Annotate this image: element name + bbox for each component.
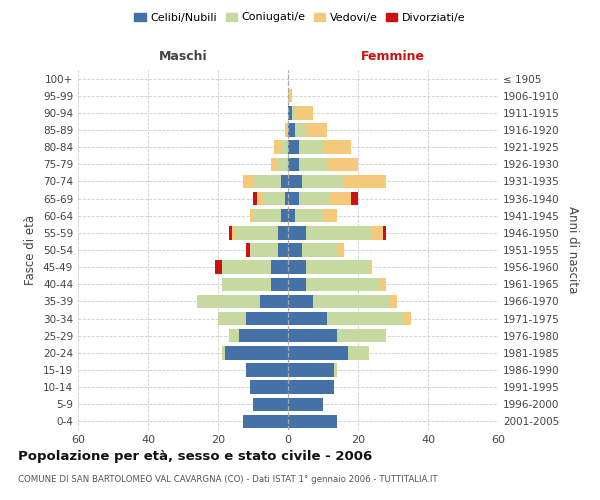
Bar bbox=[271, 260, 288, 274]
Bar bbox=[288, 260, 305, 274]
Bar bbox=[323, 209, 337, 222]
Bar bbox=[277, 244, 288, 256]
Bar bbox=[250, 209, 253, 222]
Bar bbox=[404, 312, 410, 326]
Bar bbox=[288, 244, 302, 256]
Bar bbox=[229, 329, 239, 342]
Bar bbox=[281, 209, 288, 222]
Bar bbox=[288, 124, 295, 136]
Bar bbox=[281, 174, 288, 188]
Bar bbox=[368, 260, 372, 274]
Bar bbox=[253, 174, 281, 188]
Bar bbox=[288, 192, 299, 205]
Text: Femmine: Femmine bbox=[361, 50, 425, 63]
Bar bbox=[288, 174, 302, 188]
Bar bbox=[271, 158, 277, 171]
Text: COMUNE DI SAN BARTOLOMEO VAL CAVARGNA (CO) - Dati ISTAT 1° gennaio 2006 - TUTTIT: COMUNE DI SAN BARTOLOMEO VAL CAVARGNA (C… bbox=[18, 475, 437, 484]
Legend: Celibi/Nubili, Coniugati/e, Vedovi/e, Divorziati/e: Celibi/Nubili, Coniugati/e, Vedovi/e, Di… bbox=[130, 8, 470, 27]
Bar bbox=[239, 329, 288, 342]
Bar bbox=[288, 106, 292, 120]
Bar bbox=[221, 260, 271, 274]
Bar bbox=[288, 140, 299, 154]
Y-axis label: Anni di nascita: Anni di nascita bbox=[566, 206, 579, 294]
Bar bbox=[242, 174, 253, 188]
Bar bbox=[337, 329, 386, 342]
Bar bbox=[250, 380, 288, 394]
Bar bbox=[260, 294, 288, 308]
Bar bbox=[305, 226, 372, 239]
Bar bbox=[257, 192, 263, 205]
Text: Maschi: Maschi bbox=[158, 50, 208, 63]
Bar bbox=[284, 192, 288, 205]
Bar bbox=[288, 346, 347, 360]
Bar bbox=[235, 226, 277, 239]
Bar bbox=[288, 414, 337, 428]
Bar bbox=[274, 140, 281, 154]
Bar bbox=[334, 364, 337, 376]
Bar bbox=[288, 89, 292, 102]
Bar bbox=[295, 209, 323, 222]
Bar bbox=[323, 140, 351, 154]
Bar bbox=[284, 124, 288, 136]
Bar bbox=[253, 209, 281, 222]
Bar bbox=[218, 312, 246, 326]
Bar bbox=[215, 260, 221, 274]
Bar bbox=[288, 364, 334, 376]
Bar bbox=[302, 174, 344, 188]
Bar bbox=[221, 346, 225, 360]
Bar bbox=[263, 192, 284, 205]
Bar bbox=[337, 244, 344, 256]
Bar bbox=[253, 192, 257, 205]
Bar bbox=[288, 209, 295, 222]
Bar bbox=[389, 294, 397, 308]
Bar bbox=[288, 158, 299, 171]
Bar bbox=[271, 278, 288, 291]
Bar bbox=[288, 398, 323, 411]
Bar bbox=[344, 174, 386, 188]
Bar bbox=[383, 226, 386, 239]
Bar bbox=[246, 364, 288, 376]
Bar bbox=[232, 226, 235, 239]
Bar bbox=[229, 226, 232, 239]
Bar bbox=[326, 158, 358, 171]
Bar bbox=[305, 124, 326, 136]
Bar bbox=[295, 106, 313, 120]
Bar bbox=[292, 106, 295, 120]
Text: Popolazione per età, sesso e stato civile - 2006: Popolazione per età, sesso e stato civil… bbox=[18, 450, 372, 463]
Bar bbox=[379, 278, 386, 291]
Bar bbox=[242, 414, 288, 428]
Bar bbox=[305, 278, 379, 291]
Bar bbox=[288, 226, 305, 239]
Bar bbox=[221, 278, 271, 291]
Bar bbox=[372, 226, 383, 239]
Bar bbox=[288, 312, 326, 326]
Bar bbox=[295, 124, 305, 136]
Bar bbox=[313, 294, 389, 308]
Bar bbox=[305, 260, 368, 274]
Bar bbox=[288, 294, 313, 308]
Bar bbox=[277, 158, 288, 171]
Bar bbox=[250, 244, 277, 256]
Bar bbox=[326, 312, 404, 326]
Bar bbox=[302, 244, 337, 256]
Bar bbox=[225, 346, 288, 360]
Bar bbox=[299, 192, 330, 205]
Bar bbox=[253, 398, 288, 411]
Bar bbox=[288, 329, 337, 342]
Y-axis label: Fasce di età: Fasce di età bbox=[25, 215, 37, 285]
Bar bbox=[330, 192, 351, 205]
Bar bbox=[246, 312, 288, 326]
Bar bbox=[299, 140, 323, 154]
Bar bbox=[197, 294, 260, 308]
Bar bbox=[288, 380, 334, 394]
Bar bbox=[351, 192, 358, 205]
Bar bbox=[277, 226, 288, 239]
Bar bbox=[246, 244, 250, 256]
Bar bbox=[299, 158, 326, 171]
Bar bbox=[288, 278, 305, 291]
Bar bbox=[347, 346, 368, 360]
Bar bbox=[281, 140, 288, 154]
